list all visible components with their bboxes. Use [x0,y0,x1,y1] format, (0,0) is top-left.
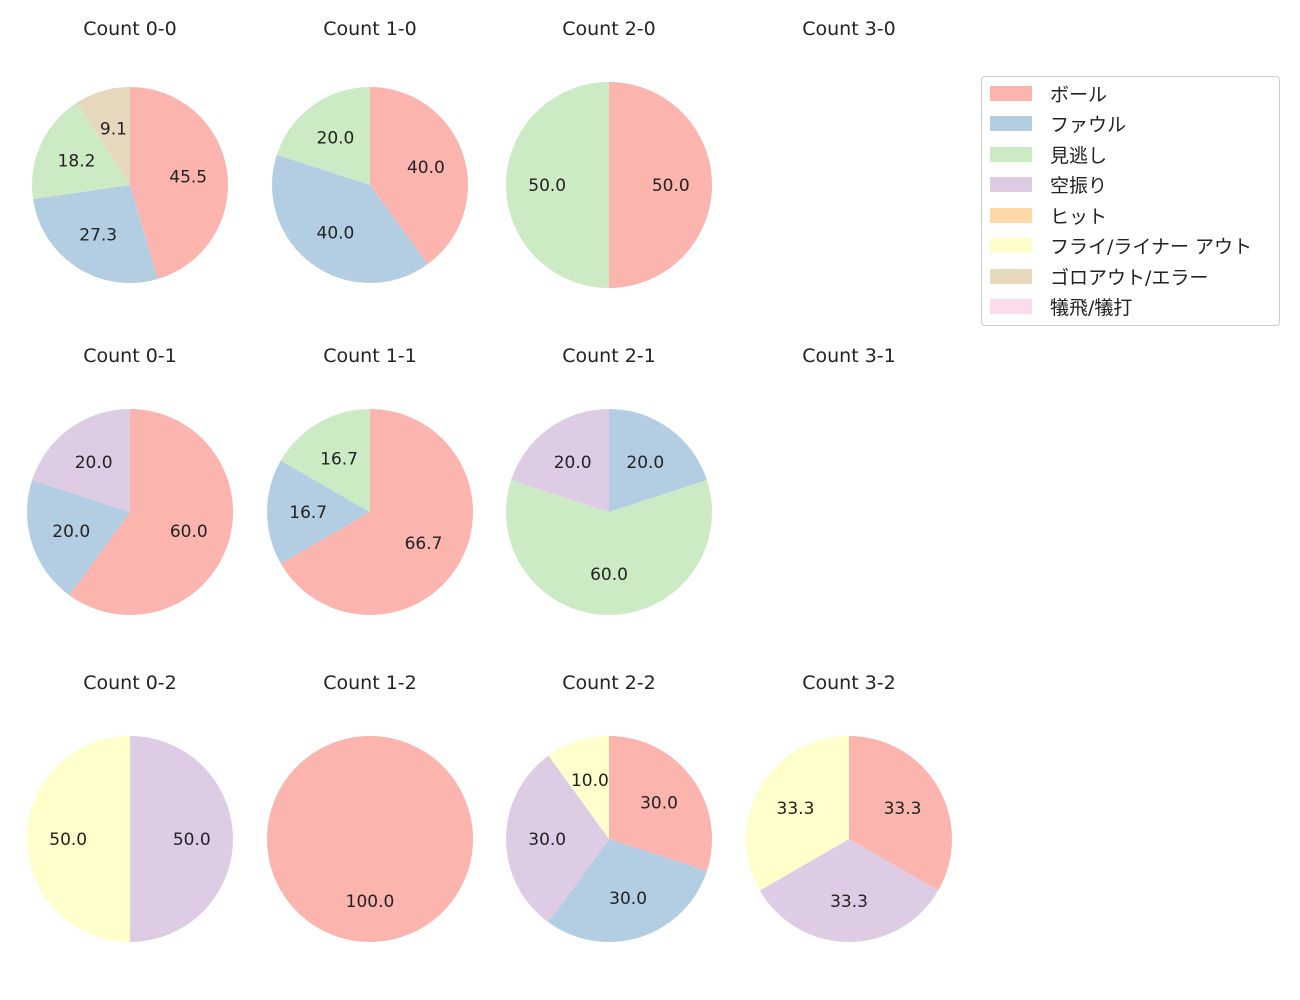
slice-label: 27.3 [79,225,117,245]
pie-title: Count 1-2 [323,672,417,694]
slice-label: 20.0 [626,453,664,473]
legend-swatch [990,299,1032,314]
pie-title: Count 3-2 [802,672,896,694]
slice-label: 9.1 [100,120,127,140]
slice-label: 30.0 [640,794,678,814]
pie-title: Count 1-1 [323,345,417,367]
pie-slice [609,82,712,288]
slice-label: 40.0 [317,224,355,244]
slice-label: 16.7 [320,449,358,469]
legend-label: 見逃し [1050,144,1108,167]
pie-slice [849,736,952,891]
slice-label: 16.7 [289,503,327,523]
slice-label: 50.0 [528,176,566,196]
pie-slice [609,409,707,512]
legend-label: ゴロアウト/エラー [1050,266,1209,289]
slice-label: 20.0 [52,522,90,542]
slice-label: 20.0 [75,453,113,473]
pie-slice [370,87,468,265]
pie-slice [267,736,473,942]
slice-label: 33.3 [777,799,815,819]
pie-slice [745,736,849,891]
pie-slice [27,480,130,596]
slice-label: 60.0 [590,565,628,585]
legend-item: フライ/ライナー アウト [990,236,1252,258]
pie-title: Count 0-1 [83,345,177,367]
pie-slice [271,154,428,283]
legend-label: ファウル [1050,114,1127,136]
legend: ボールファウル見逃し空振りヒットフライ/ライナー アウト ゴロアウト/エラー 犠飛/… [981,76,1280,326]
legend-label: フライ/ライナー アウト [1050,236,1253,258]
slice-label: 20.0 [554,453,592,473]
pie-slice [69,409,234,616]
legend-swatch [990,177,1032,192]
legend-label: ボール [1050,83,1108,106]
slice-label: 20.0 [317,128,355,148]
pie-title: Count 3-0 [802,18,896,40]
slice-label: 50.0 [49,830,87,850]
pie-title: Count 0-0 [83,18,177,40]
pie-slice [31,102,130,199]
pie-slice [511,409,609,512]
legend-swatch [990,238,1032,253]
pie-slice [280,409,473,615]
legend-swatch [990,146,1032,162]
slice-label: 60.0 [170,522,208,542]
pie-slice [759,839,939,942]
slice-label: 40.0 [407,158,445,178]
legend-swatch [990,116,1032,131]
legend-item: 空振り [990,175,1107,197]
slice-label: 50.0 [173,830,211,850]
pie-slice [130,87,228,280]
slice-label: 50.0 [652,176,690,196]
pie-title: Count 2-2 [562,672,656,694]
pie-title: Count 1-0 [323,18,417,40]
pie-slice [77,87,130,185]
slice-label: 66.7 [405,534,443,554]
pie-slice [548,736,609,839]
legend-item: 犠飛/犠打 [990,297,1132,319]
pie-title: Count 2-1 [562,345,656,367]
pie-slice [506,480,712,616]
pie-title: Count 0-2 [83,672,177,694]
pie-slice [32,409,130,512]
pie-slice [276,87,370,185]
pie-slice [280,409,370,512]
legend-label: 犠飛/犠打 [1050,297,1133,319]
legend-item: 見逃し [990,144,1107,167]
pie-title: Count 3-1 [802,345,896,367]
legend-swatch [990,268,1032,284]
pie-slice [609,736,712,871]
pie-slice [506,82,609,288]
slice-label: 45.5 [169,168,207,188]
slice-label: 18.2 [58,152,96,172]
pie-title: Count 2-0 [562,18,656,40]
slice-label: 33.3 [830,892,868,912]
legend-item: ヒット [990,205,1107,228]
legend-item: ボール [990,83,1107,106]
pie-slice [266,460,370,564]
pie-slice [32,185,158,283]
legend-swatch [990,207,1032,223]
pie-slice [506,755,609,923]
pie-slice [27,736,130,942]
pie-slice [548,839,707,942]
slice-label: 33.3 [884,799,922,819]
legend-label: 空振り [1050,175,1108,197]
legend-item: ファウル [990,114,1126,136]
slice-label: 10.0 [571,771,609,791]
slice-label: 30.0 [609,889,647,909]
legend-label: ヒット [1050,205,1108,228]
legend-item: ゴロアウト/エラー [990,266,1208,289]
pie-slice [130,736,233,942]
legend-swatch [990,85,1032,101]
slice-label: 100.0 [346,892,395,912]
slice-label: 30.0 [528,830,566,850]
